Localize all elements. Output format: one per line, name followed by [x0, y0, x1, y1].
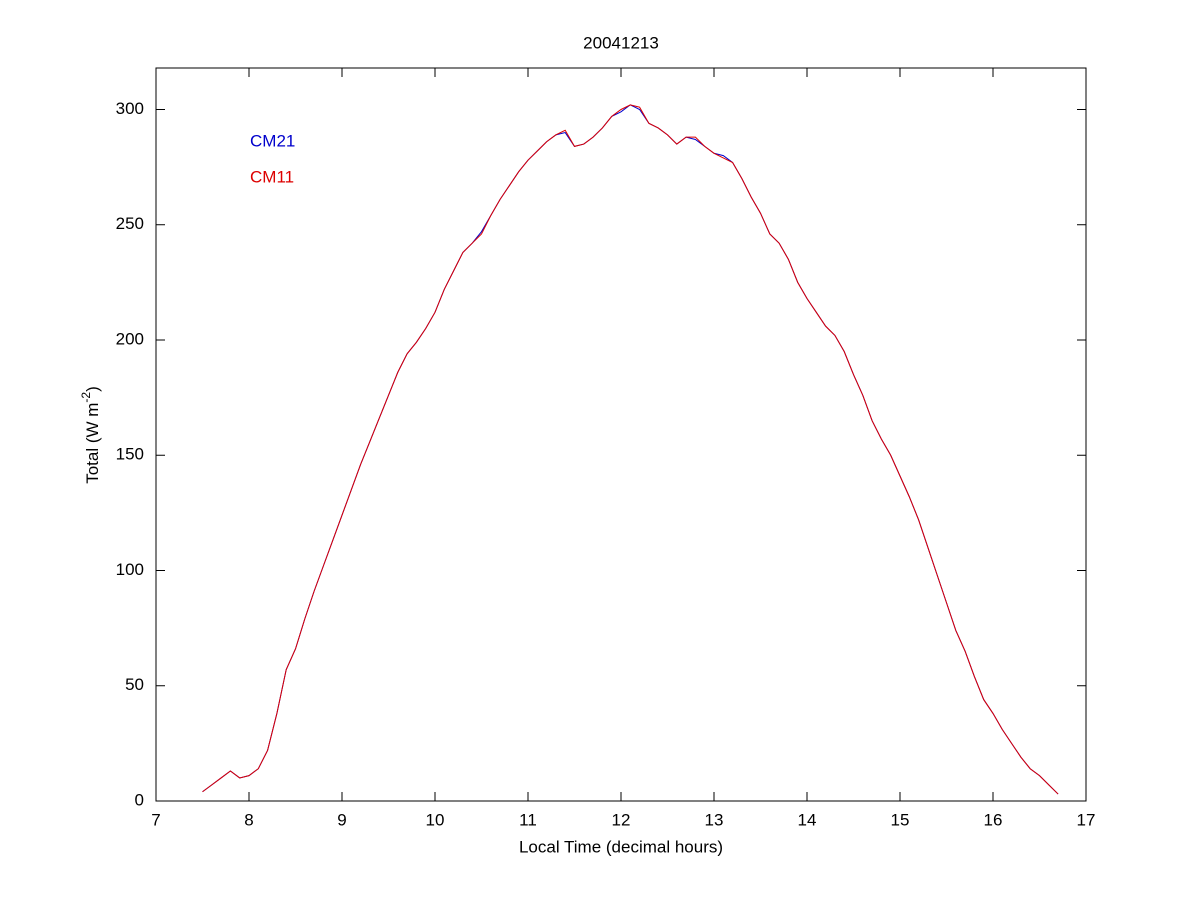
y-axis-label-sup: -2 — [79, 392, 93, 403]
y-tick-label: 250 — [116, 214, 144, 233]
legend-label: CM11 — [250, 167, 294, 186]
y-axis-label-text: Total (W m — [83, 403, 102, 484]
x-tick-label: 17 — [1077, 810, 1096, 829]
x-tick-label: 8 — [244, 810, 253, 829]
x-tick-label: 11 — [519, 810, 537, 829]
y-tick-label: 300 — [116, 99, 144, 118]
chart-title: 20041213 — [583, 33, 659, 52]
x-tick-label: 15 — [891, 810, 910, 829]
x-axis-label: Local Time (decimal hours) — [519, 837, 723, 856]
x-tick-label: 10 — [426, 810, 445, 829]
x-tick-label: 7 — [151, 810, 160, 829]
y-axis-label-suffix: ) — [83, 386, 102, 392]
y-tick-label: 50 — [125, 675, 144, 694]
x-tick-label: 13 — [705, 810, 724, 829]
y-tick-label: 100 — [116, 560, 144, 579]
x-tick-label: 12 — [612, 810, 631, 829]
legend-label: CM21 — [250, 131, 295, 150]
y-tick-label: 0 — [135, 790, 144, 809]
x-tick-label: 9 — [337, 810, 346, 829]
y-tick-label: 150 — [116, 445, 144, 464]
y-tick-label: 200 — [116, 329, 144, 348]
y-axis-label: Total (W m-2) — [79, 386, 102, 484]
x-tick-label: 14 — [798, 810, 817, 829]
x-tick-label: 16 — [984, 810, 1003, 829]
data-line — [202, 104, 1059, 795]
